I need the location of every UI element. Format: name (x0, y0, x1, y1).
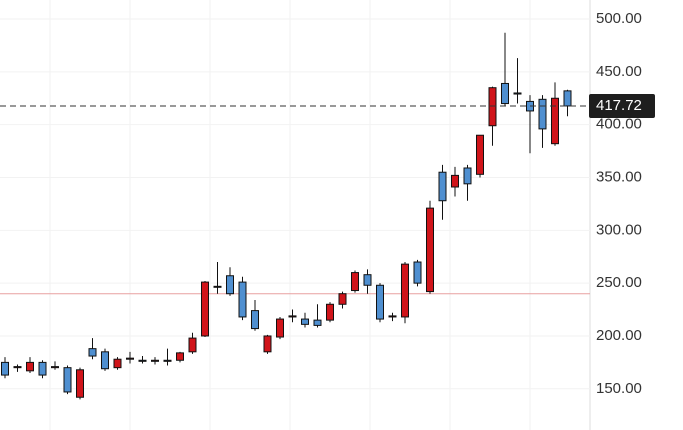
candle-body (251, 310, 259, 330)
y-tick-label: 450.00 (596, 63, 642, 80)
candle-body (226, 275, 234, 295)
candle-body (13, 366, 22, 369)
candle-body (1, 361, 9, 376)
candle-body (101, 351, 109, 370)
candle-body (76, 369, 84, 398)
candle-body (351, 272, 359, 292)
candle-body (301, 318, 309, 325)
candle-body (451, 174, 459, 188)
candle-body (176, 352, 184, 361)
candle-body (501, 82, 509, 105)
candle-body (426, 207, 434, 293)
candle-body (138, 359, 147, 362)
candle-body (551, 97, 559, 145)
candle-body (63, 367, 72, 393)
y-tick-label: 250.00 (596, 274, 642, 291)
candle-body (263, 335, 272, 353)
candle-body (563, 90, 572, 107)
candle-body (288, 315, 297, 318)
last-price-label: 417.72 (596, 97, 642, 114)
candle-body (413, 261, 422, 284)
candle-body (213, 285, 222, 288)
candle-body (188, 337, 197, 353)
candle-body (88, 348, 97, 357)
candle-body (276, 318, 284, 338)
candle-body (513, 92, 522, 95)
candle-body (163, 359, 172, 362)
candle-body (463, 167, 472, 185)
candle-body (538, 98, 547, 130)
candle-body (388, 315, 397, 318)
candle-body (313, 319, 322, 326)
candle-body (401, 263, 409, 318)
last-price-box (589, 93, 655, 118)
y-tick-label: 400.00 (596, 116, 642, 133)
candle-body (338, 293, 347, 305)
candle-body (476, 134, 484, 175)
candle-body (51, 366, 59, 369)
candle-body (126, 357, 134, 360)
candle-body (376, 284, 384, 320)
y-tick-label: 300.00 (596, 221, 642, 238)
y-tick-label: 500.00 (596, 10, 642, 27)
candle-body (326, 303, 334, 321)
candle-body (201, 281, 209, 337)
y-tick-label: 200.00 (596, 327, 642, 344)
candle-body (151, 359, 159, 362)
candle-body (363, 274, 372, 286)
y-tick-label: 150.00 (596, 380, 642, 397)
candle-body (26, 361, 34, 372)
candle-body (238, 281, 247, 318)
candle-body (113, 358, 122, 369)
y-tick-label: 350.00 (596, 168, 642, 185)
candle-body (488, 87, 497, 127)
candle-body (438, 171, 447, 202)
candle-body (38, 361, 47, 376)
